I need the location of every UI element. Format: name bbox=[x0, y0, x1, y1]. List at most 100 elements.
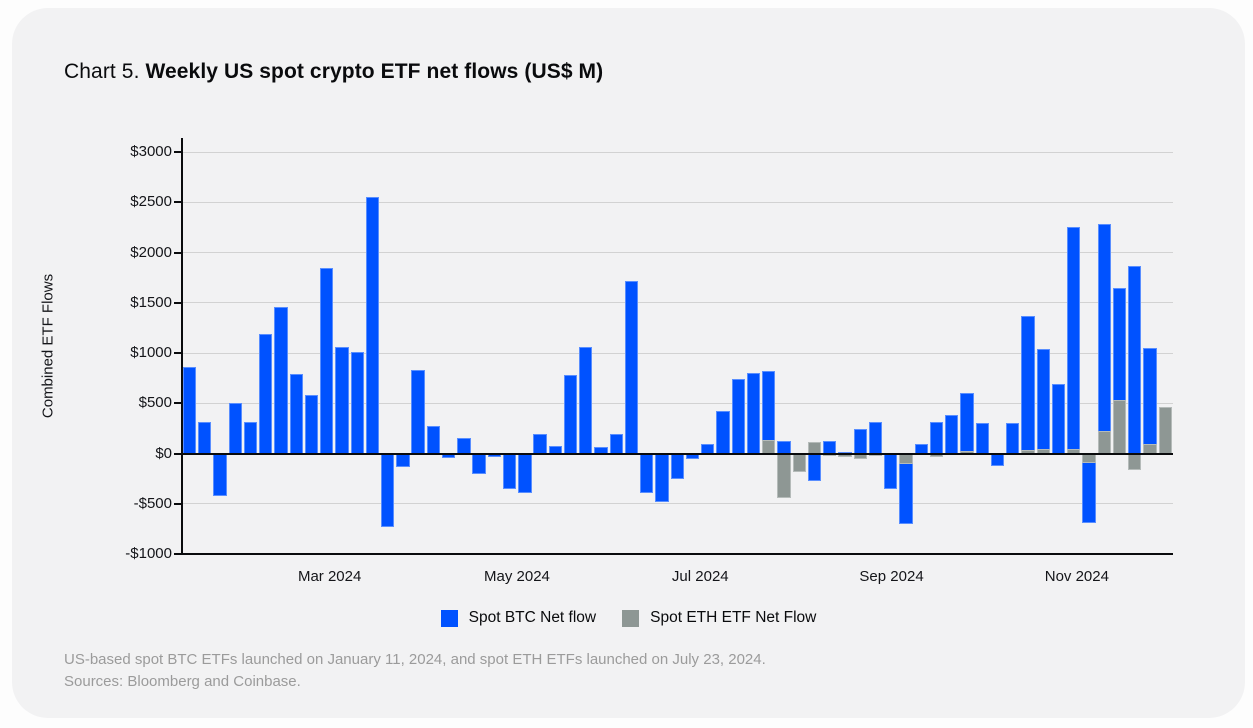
bar-segment bbox=[1051, 384, 1066, 454]
bar-segment bbox=[1067, 227, 1081, 454]
bar-segment bbox=[548, 445, 562, 454]
bar-segment bbox=[381, 453, 395, 527]
y-axis-title: Combined ETF Flows bbox=[39, 273, 57, 419]
bar-segment bbox=[518, 453, 532, 493]
y-tick bbox=[174, 553, 181, 555]
bar-segment bbox=[609, 433, 623, 454]
bar-segment bbox=[1097, 223, 1111, 454]
bar-segment bbox=[1112, 400, 1127, 454]
bar-segment bbox=[243, 422, 258, 454]
bar-segment bbox=[655, 453, 669, 502]
bar-segment bbox=[929, 453, 944, 457]
y-tick-label: $1500 bbox=[130, 293, 172, 311]
bar-segment bbox=[502, 453, 517, 489]
bar-segment bbox=[335, 347, 349, 454]
bar-segment bbox=[426, 426, 441, 454]
btc-legend-label: Spot BTC Net flow bbox=[468, 609, 597, 626]
y-tick bbox=[174, 452, 181, 455]
bar-segment bbox=[853, 453, 867, 459]
x-tick-label: Jul 2024 bbox=[671, 568, 729, 585]
footnotes: US-based spot BTC ETFs launched on Janua… bbox=[64, 649, 766, 693]
y-tick-label: $2000 bbox=[130, 243, 172, 261]
bar-segment bbox=[899, 453, 913, 464]
bar-segment bbox=[365, 196, 380, 454]
gridline bbox=[182, 302, 1173, 304]
bar-segment bbox=[624, 281, 639, 454]
bar-segment bbox=[441, 453, 456, 458]
gridline bbox=[182, 151, 1173, 153]
zero-line bbox=[182, 452, 1173, 455]
bar-segment bbox=[411, 369, 425, 454]
gridline bbox=[182, 402, 1173, 404]
eth-legend-swatch bbox=[622, 609, 640, 627]
bar-segment bbox=[777, 453, 791, 498]
plot-area: $3000 $2500 $2000 $1500 $1000 $500 $0 -$500 -$10… bbox=[125, 138, 1173, 585]
bar-segment bbox=[182, 367, 197, 454]
bar-segment bbox=[1036, 449, 1050, 454]
bar-segment bbox=[868, 453, 883, 457]
bar-segment bbox=[990, 453, 1005, 467]
footnote-sources: Sources: Bloomberg and Coinbase. bbox=[64, 673, 301, 690]
x-tick-label: Nov 2024 bbox=[1044, 568, 1109, 585]
bar-segment bbox=[213, 453, 227, 497]
bar-segment bbox=[838, 453, 852, 457]
gridline bbox=[182, 252, 1173, 254]
bar-segment bbox=[701, 444, 715, 454]
btc-legend-swatch bbox=[440, 609, 458, 627]
bar-segment bbox=[350, 351, 364, 454]
bar-segment bbox=[929, 422, 944, 454]
bar-segment bbox=[579, 347, 593, 454]
bar-segment bbox=[1097, 430, 1111, 454]
bar-segment bbox=[777, 441, 791, 454]
bar-segment bbox=[640, 453, 654, 493]
bar-segment bbox=[792, 453, 806, 473]
bar-segment bbox=[823, 453, 837, 456]
chart-number: Chart 5. bbox=[64, 60, 146, 83]
y-tick-label: $1000 bbox=[130, 344, 172, 362]
gridline bbox=[182, 201, 1173, 203]
bar-segment bbox=[884, 453, 898, 489]
bar-segment bbox=[396, 453, 410, 467]
bar-segment bbox=[731, 378, 745, 454]
bar-segment bbox=[838, 451, 852, 454]
y-tick-label: $0 bbox=[155, 444, 172, 462]
y-tick bbox=[174, 151, 181, 154]
bar-segment bbox=[1128, 266, 1142, 454]
bar-segment bbox=[853, 428, 867, 454]
bar-segment bbox=[914, 444, 928, 454]
footnote-launch-dates: US-based spot BTC ETFs launched on Janua… bbox=[64, 651, 766, 668]
bar-segment bbox=[945, 415, 959, 454]
gridline bbox=[182, 503, 1173, 505]
bar-segment bbox=[228, 403, 242, 454]
bar-segment bbox=[1021, 450, 1035, 454]
x-tick-label: Mar 2024 bbox=[297, 568, 362, 585]
bar-segment bbox=[685, 453, 700, 459]
chart-card: Chart 5. Weekly US spot crypto ETF net f… bbox=[12, 8, 1245, 718]
bar-segment bbox=[563, 375, 578, 454]
y-tick bbox=[174, 201, 181, 204]
x-tick-label: Sep 2024 bbox=[859, 568, 924, 585]
x-tick-label: May 2024 bbox=[484, 568, 550, 585]
bar-segment bbox=[807, 441, 822, 454]
bar-segment bbox=[807, 453, 822, 481]
bar-segment bbox=[1143, 444, 1157, 454]
bar-segment bbox=[762, 440, 776, 454]
y-tick bbox=[174, 352, 181, 355]
y-tick bbox=[174, 502, 181, 505]
bar-segment bbox=[1128, 453, 1142, 470]
y-tick bbox=[174, 301, 181, 304]
bar-segment bbox=[1067, 448, 1081, 454]
y-tick-label: $3000 bbox=[130, 143, 172, 161]
y-tick-label: -$1000 bbox=[125, 545, 172, 562]
bar-segment bbox=[274, 307, 288, 454]
bar-segment bbox=[868, 421, 883, 454]
bar-segment bbox=[198, 422, 212, 454]
bar-segment bbox=[762, 371, 776, 454]
legend: Spot BTC Net flow Spot ETH ETF Net Flow bbox=[12, 609, 1245, 627]
bar-segment bbox=[304, 395, 319, 454]
bar-segment bbox=[1082, 453, 1096, 464]
bar-segment bbox=[1036, 348, 1050, 454]
bar-segment bbox=[960, 392, 974, 454]
bar-segment bbox=[289, 373, 303, 454]
